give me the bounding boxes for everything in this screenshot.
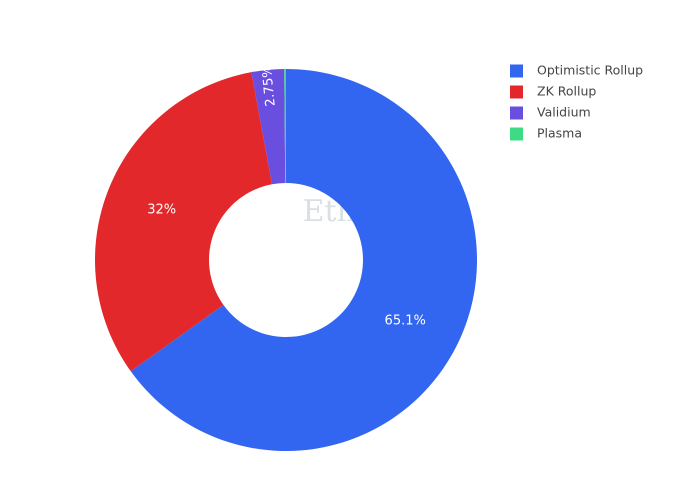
legend-swatch bbox=[510, 106, 523, 120]
value-label: 2.75% bbox=[260, 65, 279, 108]
slices bbox=[95, 69, 477, 452]
legend-label: Plasma bbox=[537, 126, 582, 141]
slice bbox=[130, 69, 477, 452]
legend-label: Optimistic Rollup bbox=[537, 63, 643, 78]
legend-label: Validium bbox=[537, 105, 591, 120]
legend-swatch bbox=[510, 64, 523, 78]
slice bbox=[95, 72, 273, 372]
value-label: 65.1% bbox=[385, 314, 426, 329]
legend-label: ZK Rollup bbox=[537, 84, 596, 99]
slice bbox=[251, 69, 286, 185]
slice bbox=[284, 69, 286, 184]
legend-swatch bbox=[510, 85, 523, 99]
legend-swatch bbox=[510, 127, 523, 141]
value-label: 32% bbox=[147, 202, 176, 217]
